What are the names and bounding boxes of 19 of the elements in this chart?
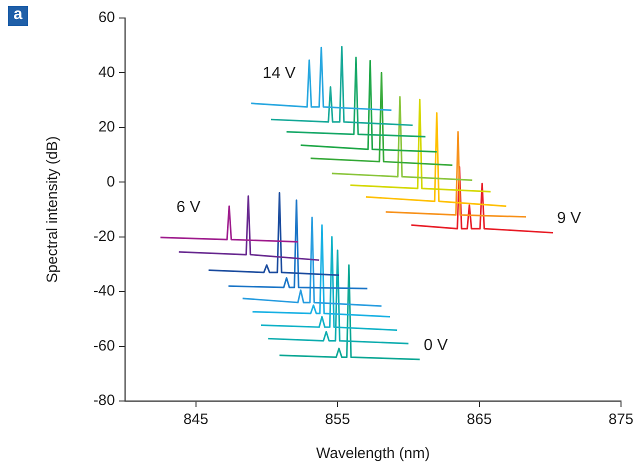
series-label: 6 V xyxy=(176,198,201,216)
y-tick-label: 0 xyxy=(106,173,115,190)
y-tick-label: -20 xyxy=(93,228,115,245)
x-tick-label: 865 xyxy=(466,411,492,428)
y-tick-label: 20 xyxy=(98,118,115,136)
text: a xyxy=(8,6,28,26)
y-tick-label: -40 xyxy=(93,282,115,300)
series-label: 9 V xyxy=(556,210,582,228)
series-label: 14 V xyxy=(262,64,296,82)
x-tick-label: 875 xyxy=(608,411,634,428)
series-label: 0 V xyxy=(424,336,448,354)
y-tick-label: 60 xyxy=(98,9,115,26)
y-tick-label: -80 xyxy=(93,392,115,410)
y-axis-title: Spectral intensity (dB) xyxy=(44,136,62,283)
y-tick-label: 40 xyxy=(98,64,115,81)
x-tick-label: 855 xyxy=(325,411,350,428)
x-axis-title: Wavelength (nm) xyxy=(316,445,430,462)
y-tick-label: -60 xyxy=(93,337,115,354)
x-tick-label: 845 xyxy=(183,411,208,428)
